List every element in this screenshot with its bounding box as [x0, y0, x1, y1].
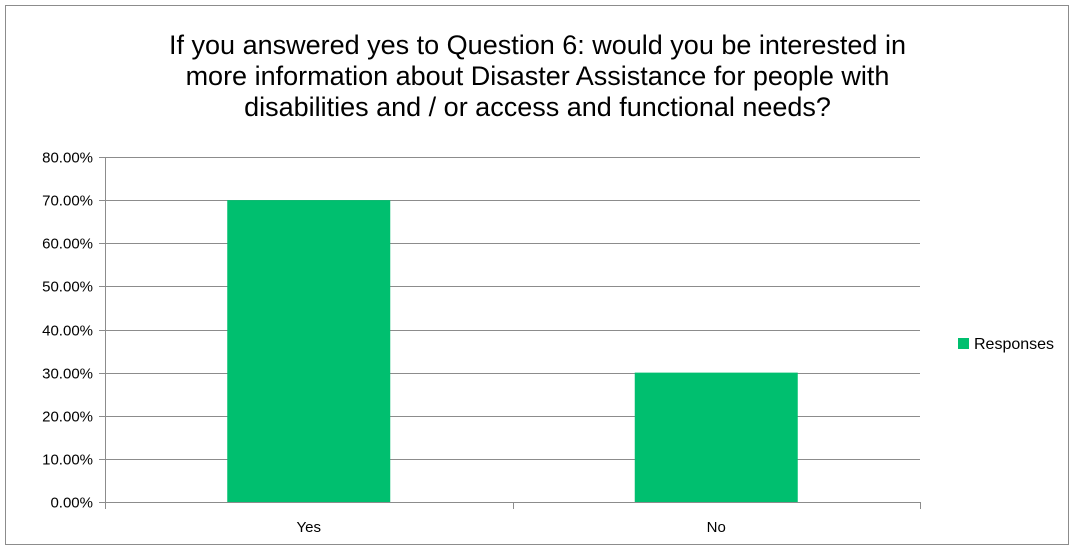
- y-tick-label: 70.00%: [42, 193, 93, 210]
- x-tick-label: No: [707, 519, 726, 536]
- y-tick-label: 60.00%: [42, 236, 93, 253]
- legend-label: Responses: [974, 336, 1054, 353]
- y-tick-label: 20.00%: [42, 409, 93, 426]
- chart-frame: [5, 5, 1069, 545]
- chart-title: If you answered yes to Question 6: would…: [0, 30, 1075, 123]
- y-tick-label: 10.00%: [42, 452, 93, 469]
- bar-yes: [227, 200, 391, 502]
- chart-title-line-1: If you answered yes to Question 6: would…: [169, 30, 906, 60]
- y-tick-label: 50.00%: [42, 279, 93, 296]
- legend-swatch: [958, 338, 969, 349]
- y-tick-label: 30.00%: [42, 366, 93, 383]
- y-tick-label: 0.00%: [50, 495, 93, 512]
- chart-title-line-3: disabilities and / or access and functio…: [244, 92, 831, 122]
- y-tick-label: 40.00%: [42, 323, 93, 340]
- bar-no: [634, 372, 798, 502]
- y-tick-label: 80.00%: [42, 150, 93, 167]
- chart-title-line-2: more information about Disaster Assistan…: [185, 61, 890, 91]
- x-tick-label: Yes: [297, 519, 321, 536]
